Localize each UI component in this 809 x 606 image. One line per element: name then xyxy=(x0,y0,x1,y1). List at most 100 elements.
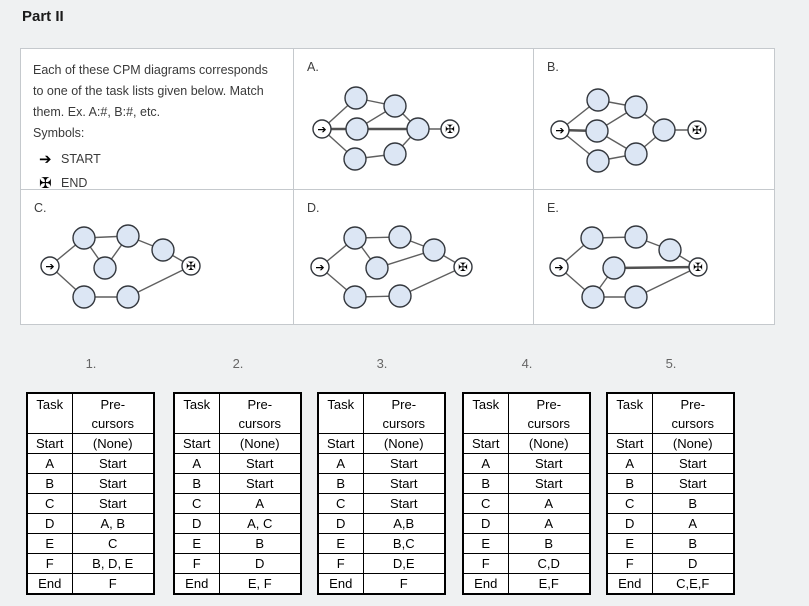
task-node xyxy=(151,238,175,262)
table-row: Start (None) xyxy=(606,433,735,454)
task-node xyxy=(72,226,96,250)
start-arrow-icon: ➔ xyxy=(554,261,563,274)
table-row: End F xyxy=(26,573,155,595)
task-table-5: 5. Task Pre-cursors Start (None) A Start B Star… xyxy=(606,356,736,595)
table-row: B Start xyxy=(317,473,446,494)
task-cell: E xyxy=(26,533,73,554)
task-cell: Start xyxy=(173,433,220,454)
diagram-label-D: D. xyxy=(307,201,320,215)
task-node xyxy=(343,285,367,309)
table-row: End E,F xyxy=(462,573,591,595)
diagram-cell-E: E. ➔ ✠ xyxy=(533,189,774,324)
task-cell: D xyxy=(26,513,73,534)
start-arrow-icon: ➔ xyxy=(317,123,326,136)
task-cell: D xyxy=(317,513,364,534)
precursors-cell: A, C xyxy=(218,513,302,534)
task-node xyxy=(93,256,117,280)
task-node xyxy=(580,226,604,250)
task-cell: End xyxy=(462,573,509,595)
end-cross-icon: ✠ xyxy=(186,259,196,273)
task-column-header: Task xyxy=(606,392,653,434)
task-cell: A xyxy=(462,453,509,474)
precursors-cell: E,F xyxy=(507,573,591,595)
task-node xyxy=(581,285,605,309)
cpm-diagram-svg: ➔ ✠ xyxy=(549,225,708,309)
end-node xyxy=(687,120,707,140)
table-number: 2. xyxy=(232,356,244,371)
table-row: B Start xyxy=(173,473,302,494)
cpm-diagram-svg: ➔ ✠ xyxy=(310,225,473,309)
precursors-cell: (None) xyxy=(218,433,302,454)
precursors-cell: (None) xyxy=(651,433,735,454)
precursors-cell: B xyxy=(651,533,735,554)
task-cell: F xyxy=(606,553,653,574)
task-cell: A xyxy=(26,453,73,474)
precursors-cell: B xyxy=(651,493,735,514)
edge-line xyxy=(613,265,699,270)
end-node xyxy=(181,256,201,276)
task-cell: D xyxy=(462,513,509,534)
task-node xyxy=(388,225,412,249)
table-row: F B, D, E xyxy=(26,553,155,574)
cpm-diagram-svg: ➔ ✠ xyxy=(550,88,707,173)
precursors-cell: A xyxy=(218,493,302,514)
start-node xyxy=(310,257,330,277)
table-number: 4. xyxy=(521,356,533,371)
table-number: 5. xyxy=(665,356,677,371)
start-arrow-icon: ➔ xyxy=(45,260,54,273)
diagram-cell-A: A. ➔ ✠ xyxy=(293,49,533,189)
table-row: B Start xyxy=(462,473,591,494)
precursor-table: Task Pre-cursors Start (None) A Start B Start C S… xyxy=(26,392,155,595)
task-cell: F xyxy=(317,553,364,574)
table-row: Start (None) xyxy=(317,433,446,454)
precursors-column-header: Pre-cursors xyxy=(362,392,446,434)
table-row: C Start xyxy=(317,493,446,514)
task-cell: B xyxy=(173,473,220,494)
task-node xyxy=(586,149,610,173)
task-cell: B xyxy=(606,473,653,494)
precursors-cell: (None) xyxy=(362,433,446,454)
task-cell: E xyxy=(462,533,509,554)
edge-line xyxy=(127,265,192,298)
table-row: F D,E xyxy=(317,553,446,574)
table-row: A Start xyxy=(26,453,155,474)
task-cell: F xyxy=(462,553,509,574)
precursors-cell: Start xyxy=(362,473,446,494)
precursors-cell: A,B xyxy=(362,513,446,534)
instruction-line: them. Ex. A:#, B:#, etc. xyxy=(33,105,161,119)
task-node xyxy=(602,256,626,280)
start-node xyxy=(312,119,332,139)
task-cell: C xyxy=(317,493,364,514)
diagram-cell-B: B. ➔ ✠ xyxy=(533,49,774,189)
task-cell: C xyxy=(462,493,509,514)
legend-start-label: START xyxy=(61,152,101,166)
task-node xyxy=(344,86,368,110)
task-cell: F xyxy=(173,553,220,574)
end-node xyxy=(453,257,473,277)
end-cross-icon: ✠ xyxy=(39,174,52,192)
diagram-label-E: E. xyxy=(547,201,559,215)
precursors-column-header: Pre-cursors xyxy=(507,392,591,434)
table-header-row: Task Pre-cursors xyxy=(317,392,446,434)
precursors-cell: Start xyxy=(507,453,591,474)
task-cell: End xyxy=(606,573,653,595)
precursor-table: Task Pre-cursors Start (None) A Start B Start C A… xyxy=(462,392,591,595)
task-node xyxy=(624,285,648,309)
task-cell: E xyxy=(317,533,364,554)
instruction-line: Each of these CPM diagrams corresponds xyxy=(33,63,268,77)
task-cell: E xyxy=(173,533,220,554)
task-cell: B xyxy=(462,473,509,494)
table-row: E B,C xyxy=(317,533,446,554)
table-row: A Start xyxy=(606,453,735,474)
end-cross-icon: ✠ xyxy=(458,260,468,274)
diagram-cell-C: C. ➔ ✠ xyxy=(21,189,293,324)
end-node xyxy=(440,119,460,139)
precursors-cell: Start xyxy=(71,473,155,494)
end-cross-icon: ✠ xyxy=(692,123,702,137)
table-row: A Start xyxy=(173,453,302,474)
table-number: 3. xyxy=(376,356,388,371)
table-row: F C,D xyxy=(462,553,591,574)
